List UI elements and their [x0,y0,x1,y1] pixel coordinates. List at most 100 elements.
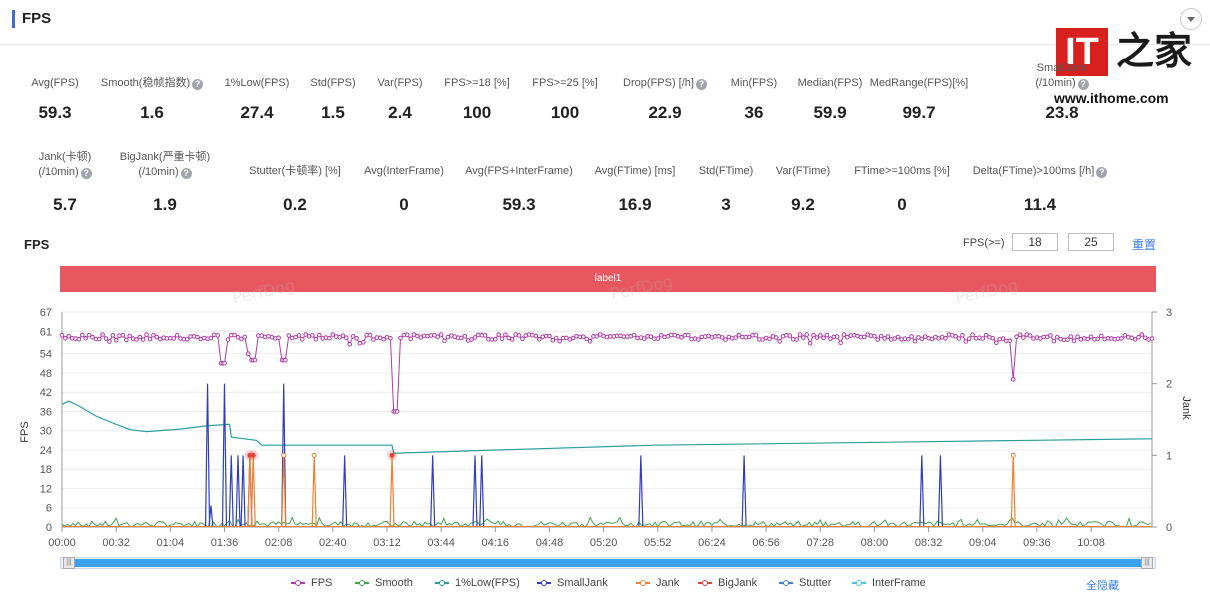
metric-5: Avg(FPS+InterFrame) 59.3 [444,164,594,224]
fps-point [283,357,288,363]
metric-label: 1%Low(FPS) [182,76,332,91]
legend-item-1-low-fps-[interactable]: 1%Low(FPS) [435,577,520,589]
fps-point [171,336,176,341]
fps-point [144,332,149,337]
metric-label: Drop(FPS) [/h]? [590,76,740,91]
fps-point [462,333,468,339]
metric-label: Jank(卡顿) (/10min)? [0,150,140,180]
fps-point [801,335,806,340]
legend-item-bigjank[interactable]: BigJank [698,577,757,589]
legend-item-stutter[interactable]: Stutter [779,577,831,589]
fps-point [570,335,576,341]
help-icon[interactable]: ? [1077,79,1089,90]
logo-it-mark: IT [1056,28,1108,76]
chevron-down-icon [1187,17,1195,22]
fps-point [310,333,315,338]
metric-label: FTime>=100ms [%] [827,164,977,179]
metric-label: Min(FPS) [679,76,829,91]
metric-11: MedRange(FPS)[%] 99.7 [844,76,994,136]
fps-point [127,333,132,339]
jank-point [311,452,317,458]
smalljank-spike [472,455,478,528]
help-icon[interactable]: ? [1096,167,1108,178]
fps-point [1122,333,1128,338]
label-bar[interactable]: label1 [60,266,1156,292]
help-icon[interactable]: ? [695,79,707,90]
fps-point [685,332,691,338]
metric-label: SmallJank (/10min)? [987,61,1137,91]
fps-point [300,336,305,342]
fps-point [516,333,522,338]
fps-point [696,337,701,342]
fps-point [113,338,119,343]
logo-zh-text: 之家 [1116,28,1193,73]
fps-point [252,357,258,363]
fps-point [509,337,515,342]
reset-button[interactable]: 重置 [1132,238,1157,252]
metric-value: 36 [744,103,764,122]
fps-point [137,334,143,340]
help-icon[interactable]: ? [180,168,192,179]
metric-value: 99.7 [902,103,936,122]
metric-10: Delta(FTime)>100ms [/h]? 11.4 [965,164,1115,224]
zoom-slider-right-handle[interactable]: ||| [1141,557,1153,569]
fps-point [533,333,539,339]
metric-9: FTime>=100ms [%] 0 [827,164,977,224]
y-tick-label: 67 [40,307,52,319]
fps-point [753,332,759,338]
x-tick-label: 06:24 [698,537,726,549]
help-icon[interactable]: ? [80,168,92,179]
legend-swatch-icon [355,580,369,587]
zoom-slider-range[interactable] [75,559,1141,567]
ithome-logo: IT 之家 www.ithome.com [1040,22,1200,108]
y-axis-title: FPS [19,421,31,442]
metric-9: Min(FPS) 36 [679,76,829,136]
metric-label-text: BigJank(严重卡顿) [119,151,211,163]
fps-point [147,336,153,342]
fps-threshold-input-2[interactable] [1068,233,1114,251]
legend-swatch-icon [698,580,712,587]
legend-item-interframe[interactable]: InterFrame [852,577,926,589]
zoom-slider-left-handle[interactable]: ||| [63,557,75,569]
metric-value: 3 [721,195,731,214]
smalljank-spike [208,505,214,528]
fps-point [875,337,881,342]
hide-all-button[interactable]: 全隐藏 [1086,580,1119,592]
metric-4: Std(FPS) 1.5 [258,76,408,136]
fps-point [1027,333,1033,338]
fps-point [1065,337,1070,342]
smalljank-spike [281,383,287,528]
fps-point [83,336,88,341]
legend-item-smooth[interactable]: Smooth [355,577,413,589]
fps-threshold-input-1[interactable] [1012,233,1058,251]
metric-label: MedRange(FPS)[%] [844,76,994,91]
legend-swatch-icon [779,580,793,587]
fps-point [503,332,508,338]
fps-point [381,336,386,342]
collapse-toggle-button[interactable] [1180,8,1202,30]
legend-item-jank[interactable]: Jank [636,577,679,589]
metric-5: Var(FPS) 2.4 [325,76,475,136]
fps-point [841,332,847,337]
bigjank-point [251,453,256,458]
fps-point [1071,338,1077,344]
metric-label-unit: (/10min) [138,166,179,178]
metric-value: 11.4 [1023,195,1057,214]
zoom-slider[interactable]: ||| ||| [60,557,1156,569]
fps-point [313,336,319,342]
legend-item-fps[interactable]: FPS [291,577,332,589]
legend-item-smalljank[interactable]: SmallJank [537,577,608,589]
metric-7: Std(FTime) 3 [651,164,801,224]
x-tick-label: 07:28 [806,537,834,549]
fps-point [1007,338,1013,344]
fps-point [1098,333,1104,339]
x-tick-label: 05:20 [590,537,618,549]
metric-label: Avg(FTime) [ms] [560,164,710,179]
fps-point [405,332,410,338]
fps-point [797,332,803,337]
help-icon[interactable]: ? [192,79,204,90]
fps-point [1054,334,1060,340]
fps-point [774,335,779,340]
fps-point [787,333,793,338]
